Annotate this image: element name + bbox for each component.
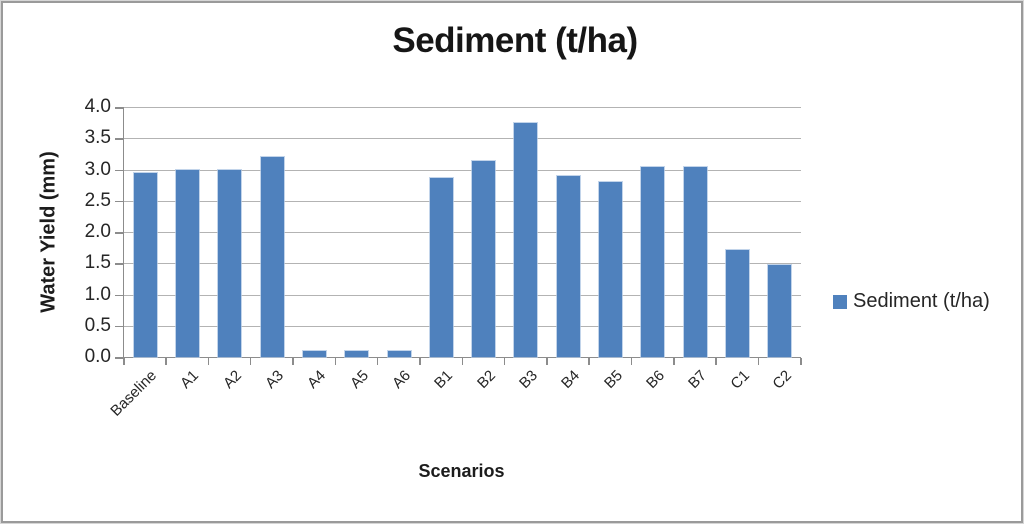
plot-area bbox=[123, 107, 801, 358]
x-tick-mark bbox=[334, 358, 337, 365]
gridline-4.0 bbox=[124, 107, 801, 108]
legend-swatch-icon bbox=[833, 294, 847, 309]
x-tick-mark bbox=[673, 358, 675, 365]
x-tick-label-B5: B5 bbox=[600, 367, 626, 393]
x-tick-label-C1: C1 bbox=[726, 367, 753, 393]
y-tick-mark bbox=[115, 294, 123, 296]
bar-B4 bbox=[556, 176, 580, 357]
bar-A1 bbox=[175, 169, 199, 357]
gridline-3.0 bbox=[124, 169, 801, 171]
bar-A3 bbox=[260, 157, 284, 357]
x-tick-label-B6: B6 bbox=[642, 367, 668, 393]
x-axis-title: Scenarios bbox=[418, 461, 505, 481]
bar-C2 bbox=[768, 265, 792, 357]
y-tick-mark bbox=[115, 138, 123, 140]
bar-B6 bbox=[641, 167, 665, 357]
y-tick-label-0.0: 0.0 bbox=[84, 346, 111, 367]
y-tick-mark bbox=[115, 325, 123, 328]
x-tick-mark bbox=[376, 358, 379, 365]
x-tick-mark bbox=[249, 358, 252, 365]
y-tick-mark bbox=[115, 200, 123, 203]
x-tick-mark bbox=[461, 358, 463, 365]
x-tick-label-A5: A5 bbox=[346, 367, 372, 393]
x-tick-mark bbox=[419, 358, 421, 365]
gridline-2.5 bbox=[124, 200, 801, 202]
bar-B5 bbox=[599, 182, 623, 357]
x-tick-label-A1: A1 bbox=[177, 367, 203, 393]
y-tick-mark bbox=[115, 357, 123, 359]
legend: Sediment (t/ha) bbox=[833, 290, 990, 313]
bar-B2 bbox=[472, 160, 496, 357]
x-tick-mark bbox=[630, 358, 633, 365]
bar-C1 bbox=[726, 250, 750, 357]
gridline-2.0 bbox=[124, 232, 801, 233]
bar-A4 bbox=[302, 350, 326, 357]
y-tick-label-3.5: 3.5 bbox=[84, 127, 111, 149]
y-tick-label-0.5: 0.5 bbox=[84, 314, 111, 336]
x-tick-label-Baseline: Baseline bbox=[107, 367, 161, 420]
x-tick-mark bbox=[123, 358, 125, 365]
x-tick-label-B3: B3 bbox=[515, 367, 541, 393]
x-tick-label-A2: A2 bbox=[219, 367, 245, 393]
gridline-1.0 bbox=[124, 294, 801, 296]
y-tick-mark bbox=[115, 169, 123, 171]
y-tick-mark bbox=[115, 107, 123, 109]
x-tick-label-B7: B7 bbox=[685, 367, 711, 393]
y-tick-label-1.5: 1.5 bbox=[84, 252, 111, 274]
y-tick-label-1.0: 1.0 bbox=[84, 283, 111, 305]
bar-B7 bbox=[683, 167, 707, 357]
x-tick-label-B2: B2 bbox=[473, 367, 499, 393]
x-tick-label-C2: C2 bbox=[769, 367, 795, 393]
y-tick-mark bbox=[115, 232, 123, 234]
x-tick-label-B4: B4 bbox=[558, 367, 584, 393]
bar-A6 bbox=[387, 350, 411, 357]
x-tick-mark bbox=[588, 358, 590, 365]
x-tick-label-A6: A6 bbox=[389, 367, 415, 393]
gridline-1.5 bbox=[124, 263, 801, 265]
gridline-3.5 bbox=[124, 138, 801, 140]
chart-title: Sediment (t/ha) bbox=[392, 21, 638, 60]
x-tick-label-A4: A4 bbox=[304, 367, 330, 393]
bar-A5 bbox=[345, 350, 369, 357]
x-tick-mark bbox=[546, 358, 548, 365]
bar-A2 bbox=[218, 169, 242, 357]
bar-Baseline bbox=[133, 172, 157, 357]
legend-label: Sediment (t/ha) bbox=[853, 290, 990, 312]
x-tick-mark bbox=[715, 358, 717, 365]
x-tick-mark bbox=[503, 358, 506, 365]
x-tick-mark bbox=[165, 358, 167, 365]
x-tick-mark bbox=[292, 358, 294, 365]
x-tick-mark bbox=[800, 358, 802, 365]
y-tick-label-2.0: 2.0 bbox=[84, 221, 111, 242]
y-tick-mark bbox=[115, 263, 123, 265]
y-tick-label-4.0: 4.0 bbox=[84, 96, 111, 117]
y-tick-label-3.0: 3.0 bbox=[84, 158, 111, 180]
x-tick-mark bbox=[207, 358, 210, 365]
gridline-0.5 bbox=[124, 325, 801, 327]
x-tick-mark bbox=[757, 358, 760, 365]
x-tick-label-B1: B1 bbox=[431, 367, 457, 393]
bar-B1 bbox=[429, 177, 453, 357]
y-tick-label-2.5: 2.5 bbox=[84, 189, 111, 211]
bar-B3 bbox=[514, 123, 538, 357]
x-tick-label-A3: A3 bbox=[262, 367, 288, 393]
